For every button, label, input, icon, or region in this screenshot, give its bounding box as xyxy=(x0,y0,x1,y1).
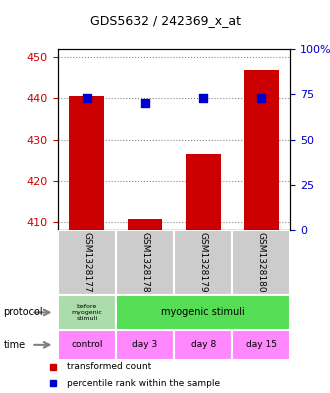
Text: GSM1328177: GSM1328177 xyxy=(82,232,91,293)
Bar xyxy=(69,96,104,230)
Bar xyxy=(58,230,116,295)
Bar xyxy=(58,295,116,330)
Text: GSM1328178: GSM1328178 xyxy=(141,232,149,293)
Text: GSM1328179: GSM1328179 xyxy=(199,232,208,293)
Bar xyxy=(174,330,232,360)
Bar xyxy=(127,219,162,230)
Bar xyxy=(174,230,232,295)
Text: GSM1328180: GSM1328180 xyxy=(257,232,266,293)
Text: percentile rank within the sample: percentile rank within the sample xyxy=(67,379,221,387)
Text: time: time xyxy=(3,340,25,350)
Text: control: control xyxy=(71,340,103,349)
Bar xyxy=(232,330,290,360)
Bar xyxy=(116,295,290,330)
Point xyxy=(84,95,89,101)
Bar xyxy=(116,330,174,360)
Point xyxy=(142,99,148,106)
Text: day 8: day 8 xyxy=(190,340,216,349)
Text: transformed count: transformed count xyxy=(67,362,152,371)
Bar xyxy=(186,154,221,230)
Text: day 15: day 15 xyxy=(246,340,277,349)
Text: day 3: day 3 xyxy=(132,340,158,349)
Text: before
myogenic
stimuli: before myogenic stimuli xyxy=(71,304,102,321)
Text: myogenic stimuli: myogenic stimuli xyxy=(161,307,245,318)
Bar xyxy=(244,70,279,230)
Bar xyxy=(232,230,290,295)
Text: protocol: protocol xyxy=(3,307,43,318)
Text: GDS5632 / 242369_x_at: GDS5632 / 242369_x_at xyxy=(89,14,241,27)
Point xyxy=(259,95,264,101)
Bar xyxy=(58,330,116,360)
Point xyxy=(201,95,206,101)
Bar xyxy=(116,230,174,295)
